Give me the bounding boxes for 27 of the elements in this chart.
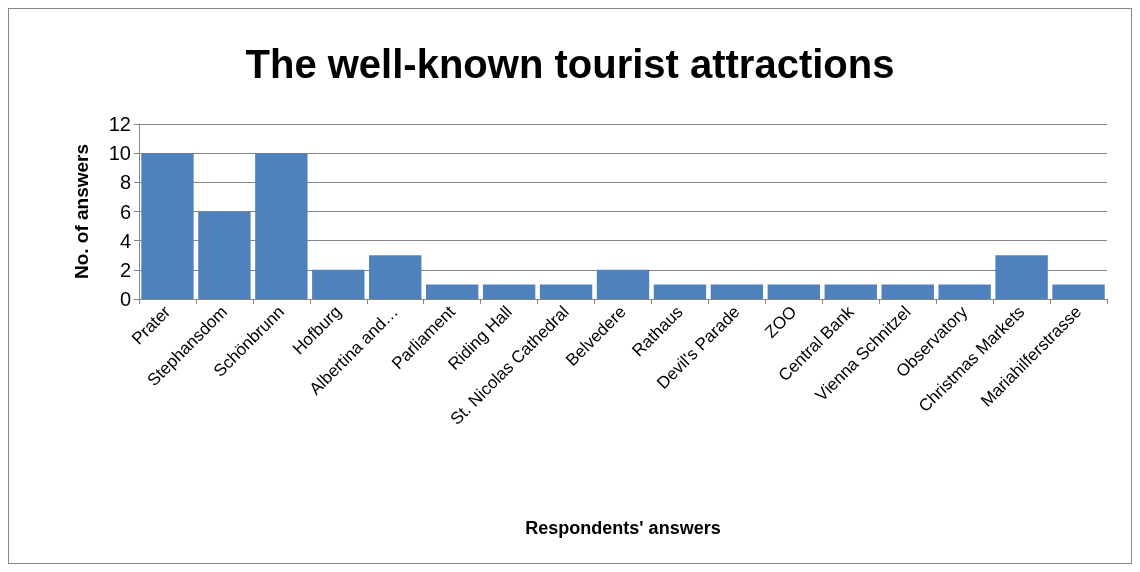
bar (710, 284, 764, 299)
bar (938, 284, 991, 299)
bar (198, 211, 251, 299)
bar (425, 284, 479, 299)
y-tick-label: 8 (119, 171, 131, 194)
y-tick-label: 2 (119, 258, 131, 281)
bar (482, 284, 536, 299)
bar (596, 269, 650, 299)
bar (255, 153, 308, 299)
y-tick-label: 0 (119, 288, 131, 310)
bar (653, 284, 707, 299)
bar (824, 284, 877, 299)
bar (312, 269, 365, 299)
chart-title: The well-known tourist attractions (245, 42, 895, 86)
bar (1052, 284, 1105, 299)
bar (539, 284, 593, 299)
y-tick-label: 4 (119, 229, 131, 252)
bar (881, 284, 934, 299)
y-tick-label: 6 (119, 200, 131, 223)
bar (369, 255, 422, 299)
x-axis-title: Respondents' answers (525, 518, 721, 538)
bar (995, 255, 1048, 299)
y-tick-label: 12 (108, 113, 131, 135)
bar (767, 284, 821, 299)
bar (141, 153, 194, 299)
y-tick-label: 10 (108, 142, 131, 165)
y-axis-title: No. of answers (71, 143, 92, 280)
